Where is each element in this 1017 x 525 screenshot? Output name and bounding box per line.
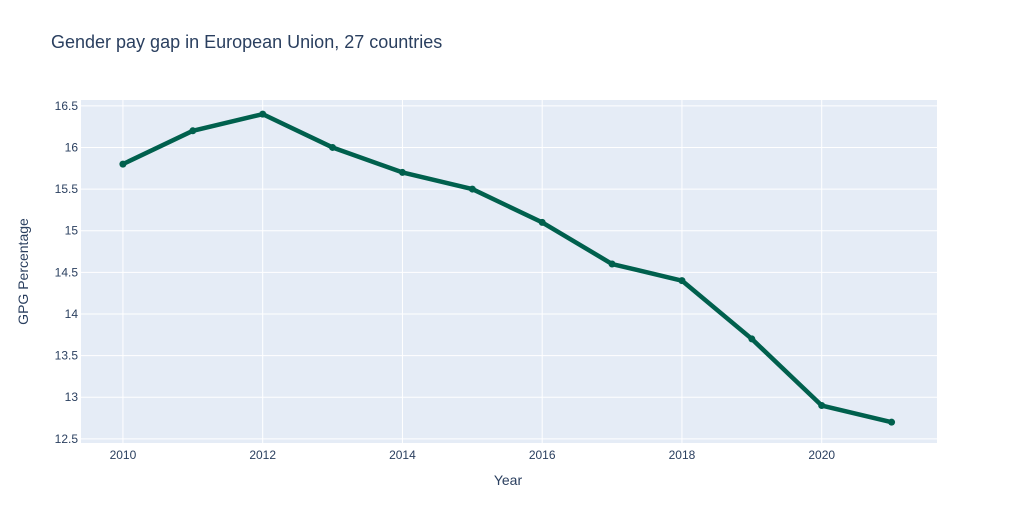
y-axis-title: GPG Percentage [15, 218, 31, 325]
data-point[interactable] [189, 127, 197, 135]
x-tick-label: 2018 [669, 448, 696, 462]
x-tick-label: 2012 [249, 448, 276, 462]
y-tick-label: 14.5 [55, 265, 79, 279]
data-point[interactable] [398, 168, 406, 176]
data-point[interactable] [678, 277, 686, 285]
x-tick-label: 2020 [808, 448, 835, 462]
y-tick-label: 14 [65, 307, 79, 321]
y-tick-label: 13 [65, 390, 79, 404]
data-point[interactable] [259, 110, 267, 118]
data-point[interactable] [538, 218, 546, 226]
x-tick-label: 2014 [389, 448, 416, 462]
y-tick-label: 13.5 [55, 349, 79, 363]
tick-labels: 2010 2012 2014 2016 2018 2020 12.5 13 13.5 14 14.5… [55, 99, 836, 462]
data-point[interactable] [329, 143, 337, 151]
data-point[interactable] [608, 260, 616, 268]
y-tick-label: 15 [65, 224, 79, 238]
data-point[interactable] [468, 185, 476, 193]
data-point[interactable] [888, 418, 896, 426]
x-tick-label: 2010 [110, 448, 137, 462]
series-line [120, 111, 894, 425]
data-point[interactable] [748, 335, 756, 343]
x-axis-title: Year [494, 472, 523, 488]
y-tick-label: 12.5 [55, 432, 79, 446]
series-layer [119, 110, 896, 426]
chart-title: Gender pay gap in European Union, 27 cou… [51, 32, 443, 52]
grid-lines [81, 100, 937, 443]
y-tick-label: 16 [65, 140, 79, 154]
data-point[interactable] [119, 160, 127, 168]
y-tick-label: 15.5 [55, 182, 79, 196]
x-tick-label: 2016 [529, 448, 556, 462]
data-point[interactable] [818, 402, 826, 410]
y-tick-label: 16.5 [55, 99, 79, 113]
plot-area [81, 100, 937, 443]
